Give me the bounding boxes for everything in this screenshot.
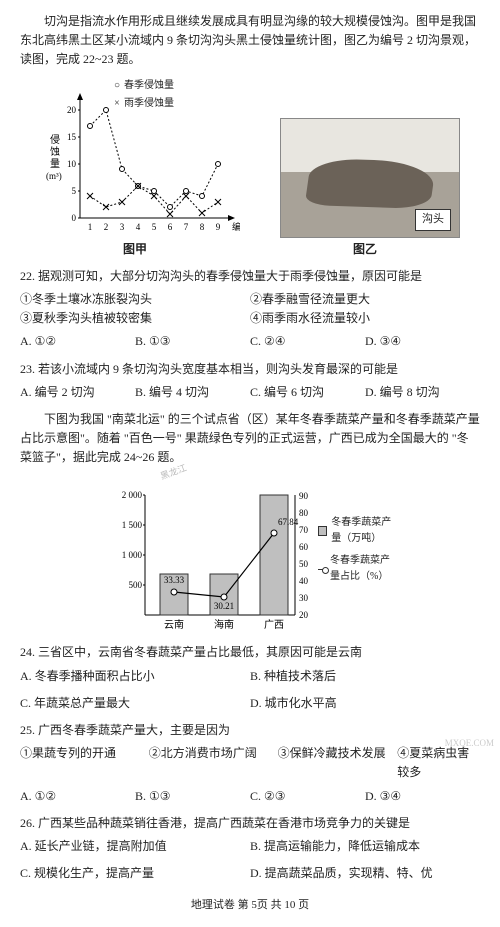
svg-text:1 500: 1 500 <box>122 520 143 530</box>
q22-optB: B. ①③ <box>135 332 250 351</box>
svg-text:30: 30 <box>299 593 309 603</box>
lbl-3021: 30.21 <box>214 601 234 611</box>
legend-line-label: 冬春季蔬菜产量占比（%） <box>330 553 398 585</box>
legend-bar-label: 冬春季蔬菜产量（万吨） <box>331 515 398 547</box>
q23-options: A. 编号 2 切沟 B. 编号 4 切沟 C. 编号 6 切沟 D. 编号 8… <box>20 383 480 402</box>
svg-text:2: 2 <box>104 222 109 232</box>
page-footer: 地理试卷 第 5页 共 10 页 <box>20 897 480 915</box>
figures-row: ○春季侵蚀量 ×雨季侵蚀量 0 5 10 15 20 侵 蚀 量 (m³) 1 2… <box>20 78 480 238</box>
q25-optD: D. ③④ <box>365 787 480 806</box>
svg-text:90: 90 <box>299 491 309 501</box>
svg-text:3: 3 <box>120 222 125 232</box>
q26-optC: C. 规模化生产，提高产量 <box>20 864 250 883</box>
q23-optD: D. 编号 8 切沟 <box>365 383 480 402</box>
q23-optB: B. 编号 4 切沟 <box>135 383 250 402</box>
legend-spring: 春季侵蚀量 <box>124 78 174 94</box>
q23-optC: C. 编号 6 切沟 <box>250 383 365 402</box>
svg-text:20: 20 <box>67 105 77 115</box>
q24-optA: A. 冬春季播种面积占比小 <box>20 667 250 686</box>
chart-jia: ○春季侵蚀量 ×雨季侵蚀量 0 5 10 15 20 侵 蚀 量 (m³) 1 2… <box>40 78 240 238</box>
passage-intro-1: 切沟是指流水作用形成且继续发展成具有明显沟缘的较大规模侵蚀沟。图甲是我国东北高纬… <box>20 12 480 70</box>
q24-options-row2: C. 年蔬菜总产量最大 D. 城市化水平高 <box>20 694 480 713</box>
svg-text:7: 7 <box>184 222 189 232</box>
svg-text:500: 500 <box>129 580 143 590</box>
svg-text:云南: 云南 <box>164 618 184 631</box>
legend-line-swatch <box>318 569 326 570</box>
svg-text:60: 60 <box>299 542 309 552</box>
svg-text:20: 20 <box>299 610 309 620</box>
q25-optC: C. ②③ <box>250 787 365 806</box>
svg-text:(m³): (m³) <box>46 171 62 181</box>
q22-stem: 22. 据观测可知，大部分切沟沟头的春季侵蚀量大于雨季侵蚀量，原因可能是 <box>20 267 480 286</box>
q26-optA: A. 延长产业链，提高附加值 <box>20 837 250 856</box>
svg-text:40: 40 <box>299 576 309 586</box>
svg-text:15: 15 <box>67 132 77 142</box>
q24-stem: 24. 三省区中，云南省冬春蔬菜产量占比最低，其原因可能是云南 <box>20 643 480 662</box>
q22-optD: D. ③④ <box>365 332 480 351</box>
q24-optB: B. 种植技术落后 <box>250 667 480 686</box>
svg-text:8: 8 <box>200 222 205 232</box>
svg-text:80: 80 <box>299 508 309 518</box>
q25-c2: ②北方消费市场广阔 <box>149 744 278 782</box>
caption-jia: 图甲 <box>123 240 147 259</box>
svg-text:1: 1 <box>88 222 93 232</box>
svg-text:编号: 编号 <box>232 221 240 232</box>
q22-c3: ③夏秋季沟头植被较密集 <box>20 309 250 328</box>
lbl-3333: 33.33 <box>164 575 185 585</box>
q26-options-row1: A. 延长产业链，提高附加值 B. 提高运输能力，降低运输成本 <box>20 837 480 856</box>
photo-label: 沟头 <box>415 209 451 231</box>
svg-text:量: 量 <box>50 158 60 170</box>
q22-options: A. ①② B. ①③ C. ②④ D. ③④ <box>20 332 480 351</box>
lbl-6784: 67.84 <box>278 517 299 527</box>
q25-conditions: ①果蔬专列的开通 ②北方消费市场广阔 ③保鲜冷藏技术发展 ④夏菜病虫害较多 <box>20 744 480 782</box>
q22-c1: ①冬季土壤冰冻胀裂沟头 <box>20 290 250 309</box>
caption-yi: 图乙 <box>353 240 377 259</box>
q25-optA: A. ①② <box>20 787 135 806</box>
q22-conditions: ①冬季土壤冰冻胀裂沟头②春季融雪径流量更大 ③夏秋季沟头植被较密集④雨季雨水径流… <box>20 290 480 328</box>
q25-c4: ④夏菜病虫害较多 <box>397 744 480 782</box>
chart2-wrap: 黑龙江 500 1 000 1 500 2 000 203040 506070 … <box>20 475 480 635</box>
svg-text:1 000: 1 000 <box>122 550 143 560</box>
chart1-legend: ○春季侵蚀量 ×雨季侵蚀量 <box>110 78 174 114</box>
q24-options-row1: A. 冬春季播种面积占比小 B. 种植技术落后 <box>20 667 480 686</box>
q26-stem: 26. 广西某些品种蔬菜销往香港，提高广西蔬菜在香港市场竞争力的关键是 <box>20 814 480 833</box>
q26-optB: B. 提高运输能力，降低运输成本 <box>250 837 480 856</box>
q22-c2: ②春季融雪径流量更大 <box>250 290 480 309</box>
q24-optD: D. 城市化水平高 <box>250 694 480 713</box>
q25-c1: ①果蔬专列的开通 <box>20 744 149 782</box>
svg-text:海南: 海南 <box>214 618 234 631</box>
q26-options-row2: C. 规模化生产，提高产量 D. 提高蔬菜品质，实现精、特、优 <box>20 864 480 883</box>
photo-yi: 沟头 <box>280 118 460 238</box>
svg-text:5: 5 <box>152 222 157 232</box>
passage-intro-2: 下图为我国 "南菜北运" 的三个试点省（区）某年冬春季蔬菜产量和冬春季蔬菜产量占… <box>20 410 480 468</box>
svg-text:4: 4 <box>136 222 141 232</box>
svg-text:9: 9 <box>216 222 221 232</box>
chart2-legend: 冬春季蔬菜产量（万吨） 冬春季蔬菜产量占比（%） <box>318 515 398 587</box>
chart1-ylabel-a: 侵 <box>50 134 60 146</box>
svg-text:广西: 广西 <box>264 619 284 631</box>
svg-text:10: 10 <box>67 159 77 169</box>
q23-optA: A. 编号 2 切沟 <box>20 383 135 402</box>
legend-bar-swatch <box>318 526 327 536</box>
q24-optC: C. 年蔬菜总产量最大 <box>20 694 250 713</box>
q25-options: A. ①② B. ①③ C. ②③ D. ③④ <box>20 787 480 806</box>
chart2: 500 1 000 1 500 2 000 20 30 40 50 60 70 80 90… <box>100 475 400 635</box>
q26-optD: D. 提高蔬菜品质，实现精、特、优 <box>250 864 480 883</box>
q23-stem: 23. 若该小流域内 9 条切沟沟头宽度基本相当，则沟头发育最深的可能是 <box>20 360 480 379</box>
svg-text:0: 0 <box>72 213 77 223</box>
svg-text:50: 50 <box>299 559 309 569</box>
svg-text:70: 70 <box>299 525 309 535</box>
legend-rain: 雨季侵蚀量 <box>124 96 174 112</box>
svg-text:5: 5 <box>72 186 77 196</box>
svg-text:蚀: 蚀 <box>50 145 60 158</box>
q22-c4: ④雨季雨水径流量较小 <box>250 309 480 328</box>
q25-optB: B. ①③ <box>135 787 250 806</box>
svg-text:6: 6 <box>168 222 173 232</box>
q22-optC: C. ②④ <box>250 332 365 351</box>
q22-optA: A. ①② <box>20 332 135 351</box>
q25-c3: ③保鲜冷藏技术发展 <box>278 744 398 782</box>
q25-stem: 25. 广西冬春季蔬菜产量大，主要是因为 <box>20 721 480 740</box>
svg-text:2 000: 2 000 <box>122 490 143 500</box>
